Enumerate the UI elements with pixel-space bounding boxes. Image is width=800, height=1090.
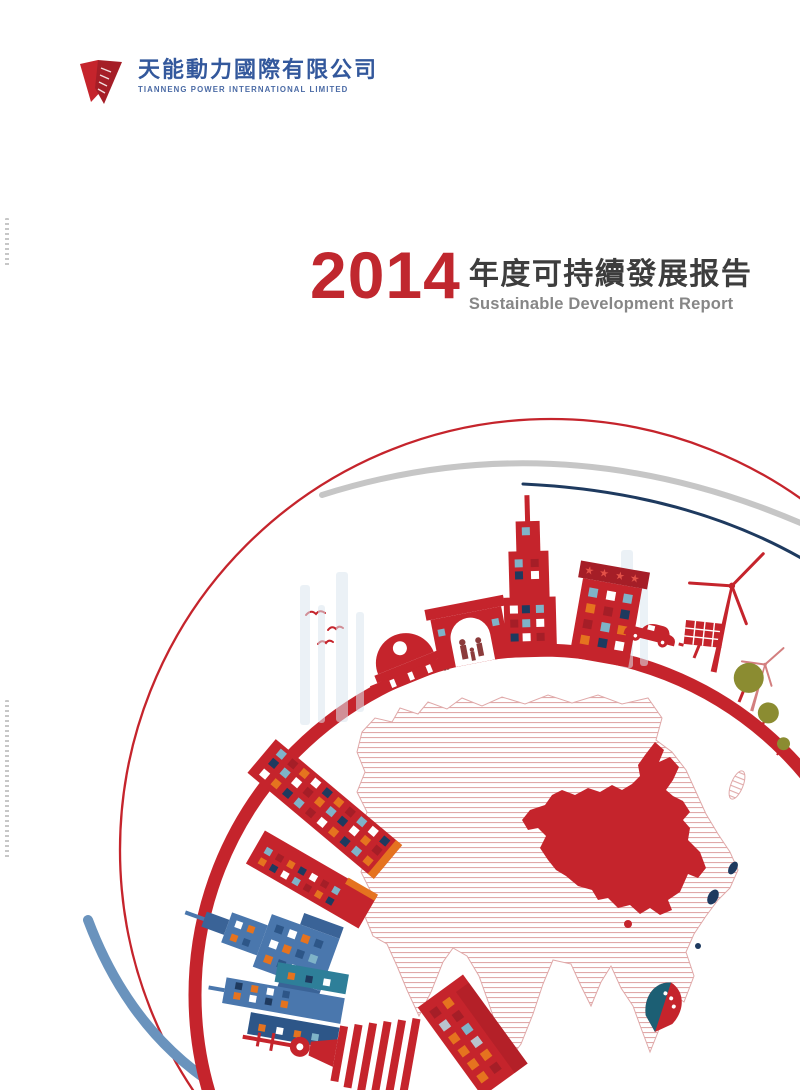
cover-illustration: ★ ★ ★ ★: [83, 417, 800, 1090]
arch-family-icon: [424, 594, 511, 671]
skyscraper-icon: [503, 495, 558, 658]
rim-city: ★ ★ ★ ★: [369, 495, 651, 698]
car-icon: [623, 623, 684, 648]
svg-text:★: ★: [598, 566, 610, 581]
dome-building-icon: [369, 633, 453, 698]
logo-v-icon: [80, 60, 122, 104]
wind-turbine-icon: [688, 552, 765, 673]
svg-text:★: ★: [629, 571, 641, 586]
world-map: [356, 694, 746, 1062]
japan-islands: [728, 770, 746, 800]
blue-building-cluster-icon: [208, 962, 349, 1050]
solar-panel-icon: [683, 619, 724, 659]
report-year: 2014: [310, 238, 461, 312]
trees-icon: [733, 662, 790, 756]
company-name-zh: 天能動力國際有限公司: [138, 57, 379, 82]
report-title-en: Sustainable Development Report: [468, 295, 734, 313]
red-windowed-building-icon: [417, 974, 528, 1090]
cover-title: 2014 年度可持續發展报告 Sustainable Development R…: [310, 238, 753, 314]
china-map-icon: [522, 742, 706, 915]
svg-text:★: ★: [614, 569, 626, 584]
island-small: [728, 861, 738, 875]
spine-mark-bottom: [5, 700, 9, 860]
red-slab-building-icon: [247, 739, 403, 879]
red-slab-building-icon: [245, 830, 378, 929]
hainan-island: [624, 920, 632, 928]
company-logo: 天能動力國際有限公司 TIANNENG POWER INTERNATIONAL …: [78, 57, 379, 110]
star-building-icon: ★ ★ ★ ★: [569, 560, 651, 668]
spine-mark-top: [5, 218, 9, 266]
report-title-zh: 年度可持續發展报告: [468, 258, 753, 291]
svg-text:★: ★: [583, 563, 595, 578]
taiwan-island: [707, 889, 719, 905]
hot-air-balloon-icon: [645, 982, 682, 1032]
island-dot: [695, 943, 701, 949]
company-name-en: TIANNENG POWER INTERNATIONAL LIMITED: [138, 85, 349, 95]
